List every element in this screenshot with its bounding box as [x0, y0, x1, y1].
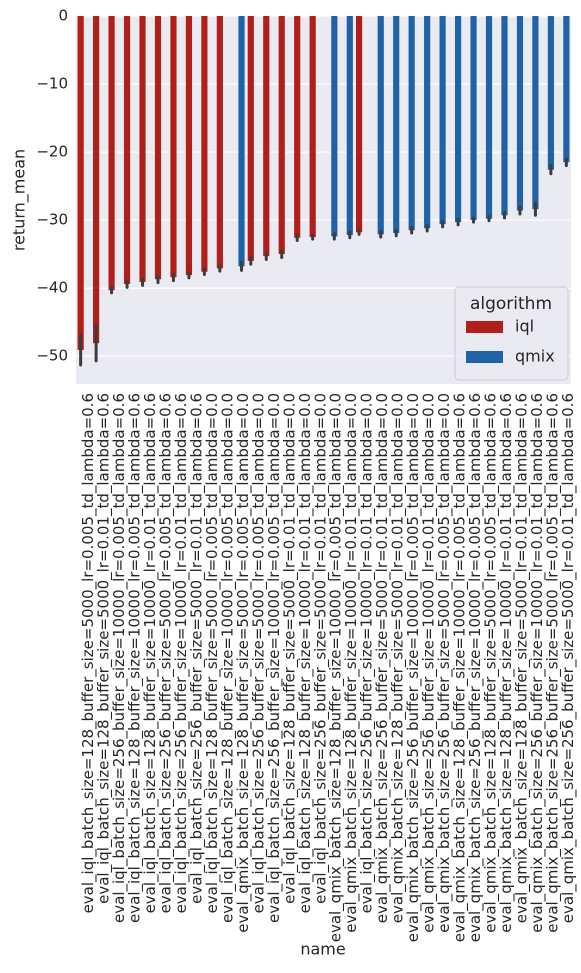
- bar: [501, 16, 508, 216]
- bar: [247, 16, 254, 261]
- y-tick-label: −10: [36, 75, 68, 93]
- bar: [93, 16, 100, 344]
- bar: [424, 16, 431, 229]
- x-tick-label: eval_qmix_batch_size=128_buffer_size=500…: [234, 393, 253, 933]
- x-tick-label: eval_qmix_batch_size=256_buffer_size=100…: [528, 393, 547, 933]
- y-axis-label: return_mean: [10, 149, 30, 251]
- x-tick-label: eval_qmix_batch_size=128_buffer_size=500…: [481, 393, 500, 933]
- bar: [532, 16, 539, 210]
- bar: [170, 16, 177, 278]
- x-tick-label: eval_iql_batch_size=128_buffer_size=1000…: [126, 393, 145, 923]
- marks: [77, 16, 570, 367]
- x-tick-label: eval_iql_batch_size=128_buffer_size=1000…: [296, 393, 315, 913]
- bar: [408, 16, 415, 231]
- x-tick-label: eval_qmix_batch_size=256_buffer_size=500…: [559, 393, 578, 923]
- bar: [485, 16, 493, 219]
- x-tick-label: eval_qmix_batch_size=128_buffer_size=100…: [327, 393, 346, 942]
- x-tick-label: eval_qmix_batch_size=128_buffer_size=100…: [497, 393, 516, 933]
- x-tick-label: eval_qmix_batch_size=256_buffer_size=100…: [466, 393, 485, 942]
- x-tick-label: eval_iql_batch_size=128_buffer_size=5000…: [79, 393, 98, 913]
- x-tick-label: eval_qmix_batch_size=256_buffer_size=100…: [404, 393, 423, 942]
- x-tick-label: eval_qmix_batch_size=256_buffer_size=500…: [435, 393, 454, 933]
- x-tick-label: eval_iql_batch_size=256_buffer_size=5000…: [188, 393, 207, 904]
- y-tick-label: 0: [58, 7, 68, 25]
- x-tick-label: eval_qmix_batch_size=256_buffer_size=500…: [373, 393, 392, 923]
- bar: [547, 16, 554, 170]
- x-axis-label: name: [300, 940, 345, 959]
- bar: [278, 16, 285, 255]
- legend-label: iql: [515, 317, 534, 336]
- bar: [108, 16, 115, 291]
- x-tick-label: eval_iql_batch_size=256_buffer_size=1000…: [172, 393, 191, 913]
- x-tick-label: eval_iql_batch_size=128_buffer_size=1000…: [141, 393, 160, 913]
- x-tick-label: eval_iql_batch_size=256_buffer_size=1000…: [358, 393, 377, 913]
- bar: [393, 16, 400, 233]
- x-tick-label: eval_iql_batch_size=128_buffer_size=5000…: [280, 393, 299, 904]
- x-tick-label: eval_qmix_batch_size=128_buffer_size=100…: [342, 393, 361, 933]
- x-tick-label: eval_iql_batch_size=256_buffer_size=5000…: [249, 393, 268, 913]
- x-tick-label: eval_qmix_batch_size=128_buffer_size=500…: [389, 393, 408, 923]
- bar: [355, 16, 363, 233]
- legend-swatch: [466, 321, 503, 333]
- y-tick-label: −20: [36, 143, 68, 161]
- bar: [331, 16, 338, 237]
- bar: [201, 16, 208, 272]
- legend-label: qmix: [515, 347, 555, 366]
- bar: [470, 16, 477, 221]
- y-tick-label: −30: [36, 211, 68, 229]
- x-tick-label: eval_qmix_batch_size=256_buffer_size=100…: [420, 393, 439, 933]
- bar: [139, 16, 146, 282]
- bar: [216, 16, 223, 269]
- bar: [454, 16, 462, 223]
- legend-swatch: [466, 351, 503, 363]
- x-tick-label: eval_iql_batch_size=128_buffer_size=5000…: [95, 393, 114, 904]
- x-tick-label: eval_iql_batch_size=128_buffer_size=1000…: [218, 393, 237, 923]
- bar: [123, 16, 131, 285]
- x-tick-label: eval_qmix_batch_size=128_buffer_size=100…: [450, 393, 469, 942]
- x-tick-label: eval_iql_batch_size=256_buffer_size=5000…: [157, 393, 176, 913]
- bar: [77, 16, 84, 350]
- bar: [294, 16, 301, 238]
- bar: [238, 16, 245, 267]
- bar: [439, 16, 446, 225]
- y-tick-label: −40: [36, 279, 68, 297]
- bar: [154, 16, 162, 280]
- bar: [185, 16, 193, 276]
- bar: [377, 16, 384, 235]
- bar: [516, 16, 524, 211]
- x-tick-label: eval_iql_batch_size=128_buffer_size=5000…: [203, 393, 222, 913]
- x-tick-label: eval_qmix_batch_size=256_buffer_size=500…: [543, 393, 562, 933]
- x-tick-label: eval_iql_batch_size=256_buffer_size=1000…: [110, 393, 129, 923]
- legend-title: algorithm: [470, 294, 552, 314]
- y-tick-label: −50: [36, 347, 68, 365]
- x-tick-label: eval_iql_batch_size=256_buffer_size=5000…: [311, 393, 330, 904]
- x-tick-label: eval_iql_batch_size=256_buffer_size=1000…: [265, 393, 284, 923]
- x-tick-label: eval_qmix_batch_size=128_buffer_size=500…: [512, 393, 531, 923]
- bar: [563, 16, 570, 163]
- bar: [346, 16, 353, 236]
- bar: [309, 16, 316, 238]
- bar: [263, 16, 270, 257]
